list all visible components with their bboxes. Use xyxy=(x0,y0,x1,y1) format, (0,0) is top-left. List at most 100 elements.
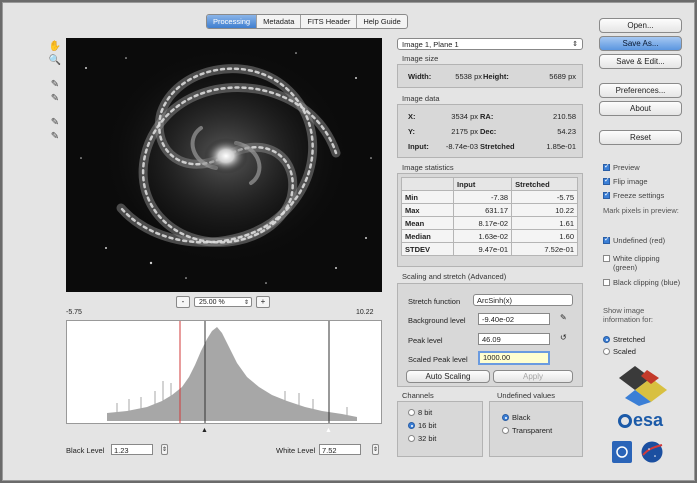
zoom-select[interactable]: 25.00 % xyxy=(194,297,252,308)
histogram[interactable] xyxy=(66,320,382,424)
dec-value: 54.23 xyxy=(557,127,576,136)
row-label: Mean xyxy=(400,216,455,230)
save-edit-button[interactable]: Save & Edit... xyxy=(599,54,682,69)
save-as-button[interactable]: Save As... xyxy=(599,36,682,51)
image-preview[interactable] xyxy=(66,38,382,292)
width-label: Width: xyxy=(408,72,432,81)
apply-button[interactable]: Apply xyxy=(493,370,573,383)
zoom-out-button[interactable]: - xyxy=(176,296,190,308)
checkbox-label: White clipping (green) xyxy=(613,254,660,272)
table-row: Max 631.17 10.22 xyxy=(400,203,578,217)
channel-16bit-radio[interactable]: 16 bit xyxy=(408,421,436,430)
checkbox-box xyxy=(603,162,610,171)
background-level-field[interactable]: -9.40e-02 xyxy=(478,313,550,325)
table-row: Min -7.38 -5.75 xyxy=(400,190,578,204)
checkbox-box xyxy=(603,190,610,199)
eyedropper-icon[interactable]: ✎ xyxy=(50,93,60,104)
eyedropper-plus-icon[interactable]: ✎ xyxy=(50,117,60,128)
preferences-button[interactable]: Preferences... xyxy=(599,83,682,98)
reset-button[interactable]: Reset xyxy=(599,130,682,145)
esa-logo-mark xyxy=(618,414,632,429)
tab-processing[interactable]: Processing xyxy=(207,15,258,28)
y-label: Y: xyxy=(408,127,415,136)
table-cell: 1.60 xyxy=(511,229,578,243)
image-data-title: Image data xyxy=(402,94,440,103)
flip-image-checkbox[interactable]: Flip image xyxy=(603,176,648,186)
x-label: X: xyxy=(408,112,416,121)
show-stretched-radio[interactable]: Stretched xyxy=(603,335,645,344)
mark-pixels-label: Mark pixels in preview: xyxy=(603,206,679,215)
ra-label: RA: xyxy=(480,112,494,121)
radio-dot xyxy=(502,414,509,421)
table-cell: 8.17e-02 xyxy=(453,216,513,230)
white-level-handle[interactable]: ▲ xyxy=(325,427,332,434)
auto-scaling-button[interactable]: Auto Scaling xyxy=(406,370,490,383)
table-cell: 631.17 xyxy=(453,203,513,217)
hand-icon[interactable]: ✋ xyxy=(48,41,62,52)
undefined-red-checkbox[interactable]: Undefined (red) xyxy=(603,235,666,245)
table-header xyxy=(400,177,455,191)
table-row: Mean 8.17e-02 1.61 xyxy=(400,216,578,230)
esa-logo: esa xyxy=(618,410,663,431)
table-cell: 7.52e-01 xyxy=(511,242,578,256)
radio-dot xyxy=(408,422,415,429)
width-value: 5538 px xyxy=(455,72,482,81)
channel-32bit-radio[interactable]: 32 bit xyxy=(408,434,436,443)
eyedropper-plus-icon[interactable]: ✎ xyxy=(50,131,60,142)
plane-select[interactable]: Image 1, Plane 1 xyxy=(397,38,583,51)
undefined-transparent-radio[interactable]: Transparent xyxy=(502,426,552,435)
radio-dot xyxy=(502,427,509,434)
table-cell: 9.47e-01 xyxy=(453,242,513,256)
picker-icon[interactable]: ✎ xyxy=(560,313,567,322)
open-button[interactable]: Open... xyxy=(599,18,682,33)
checkbox-label: Undefined (red) xyxy=(613,236,666,245)
about-button[interactable]: About xyxy=(599,101,682,116)
black-level-stepper[interactable]: ⇕ xyxy=(161,444,168,455)
reset-peak-icon[interactable]: ↺ xyxy=(560,333,567,342)
tab-bar: Processing Metadata FITS Header Help Gui… xyxy=(206,14,408,29)
radio-dot xyxy=(408,435,415,442)
scaled-peak-level-field[interactable]: 1000.00 xyxy=(478,351,550,365)
checkbox-box xyxy=(603,279,610,286)
histogram-min-label: -5.75 xyxy=(66,309,82,316)
table-header: Stretched xyxy=(511,177,578,191)
show-info-label: Show image information for: xyxy=(603,306,654,324)
show-scaled-radio[interactable]: Scaled xyxy=(603,347,636,356)
tab-fits-header[interactable]: FITS Header xyxy=(301,15,358,28)
preview-checkbox[interactable]: Preview xyxy=(603,162,640,172)
white-level-stepper[interactable]: ⇕ xyxy=(372,444,379,455)
radio-label: 32 bit xyxy=(418,434,437,443)
esa-logo-text: esa xyxy=(633,410,664,430)
zoom-in-button[interactable]: + xyxy=(256,296,270,308)
white-clipping-checkbox[interactable]: White clipping (green) xyxy=(603,254,685,272)
table-cell: 10.22 xyxy=(511,203,578,217)
radio-label: Black xyxy=(512,413,531,422)
white-level-input[interactable]: 7.52 xyxy=(319,444,361,455)
eyedropper-icon[interactable]: ✎ xyxy=(50,79,60,90)
histogram-max-label: 10.22 xyxy=(356,309,374,316)
row-label: Min xyxy=(400,190,455,204)
background-level-label: Background level xyxy=(408,316,466,325)
undefined-black-radio[interactable]: Black xyxy=(502,413,530,422)
table-cell: -5.75 xyxy=(511,190,578,204)
black-clipping-checkbox[interactable]: Black clipping (blue) xyxy=(603,278,685,287)
freeze-settings-checkbox[interactable]: Freeze settings xyxy=(603,190,664,200)
checkbox-box xyxy=(603,255,610,262)
peak-level-label: Peak level xyxy=(408,336,443,345)
radio-dot xyxy=(603,336,610,343)
magnifier-icon[interactable]: 🔍 xyxy=(48,55,62,66)
stretch-function-select[interactable]: ArcSinh(x) xyxy=(473,294,573,306)
tab-metadata[interactable]: Metadata xyxy=(257,15,302,28)
white-level-label: White Level xyxy=(276,446,316,455)
checkbox-box xyxy=(603,235,610,244)
undefined-values-title: Undefined values xyxy=(497,391,555,400)
radio-dot xyxy=(408,409,415,416)
channels-title: Channels xyxy=(402,391,434,400)
channel-8bit-radio[interactable]: 8 bit xyxy=(408,408,432,417)
black-level-input[interactable]: 1.23 xyxy=(111,444,153,455)
scaled-peak-level-label: Scaled Peak level xyxy=(408,355,468,364)
peak-level-field[interactable]: 46.09 xyxy=(478,333,550,345)
black-level-handle[interactable]: ▲ xyxy=(201,427,208,434)
tab-help-guide[interactable]: Help Guide xyxy=(363,17,401,26)
image-size-title: Image size xyxy=(402,54,439,63)
